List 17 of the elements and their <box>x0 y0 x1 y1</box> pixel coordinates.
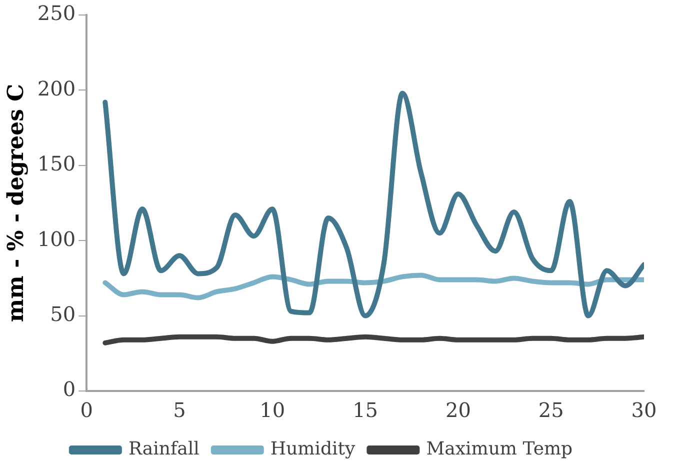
y-tick-label: 150 <box>37 152 76 176</box>
x-tick-label: 0 <box>80 398 93 422</box>
y-tick-label: 0 <box>62 377 76 402</box>
y-tick-label: 50 <box>50 302 76 326</box>
x-tick-label: 5 <box>173 398 186 422</box>
y-tick-label: 250 <box>37 1 76 26</box>
x-tick-label: 25 <box>538 398 564 422</box>
legend-label: Rainfall <box>128 438 200 460</box>
legend-label: Maximum Temp <box>426 438 573 460</box>
x-tick-label: 15 <box>352 398 378 422</box>
x-tick-label: 10 <box>260 398 286 422</box>
x-tick-label: 20 <box>445 398 471 422</box>
x-tick-label: 30 <box>631 398 657 422</box>
legend-label: Humidity <box>270 438 356 460</box>
y-tick-label: 100 <box>37 226 76 251</box>
y-tick-label: 200 <box>37 76 76 100</box>
y-axis-title: mm - % - degrees C <box>2 84 29 322</box>
